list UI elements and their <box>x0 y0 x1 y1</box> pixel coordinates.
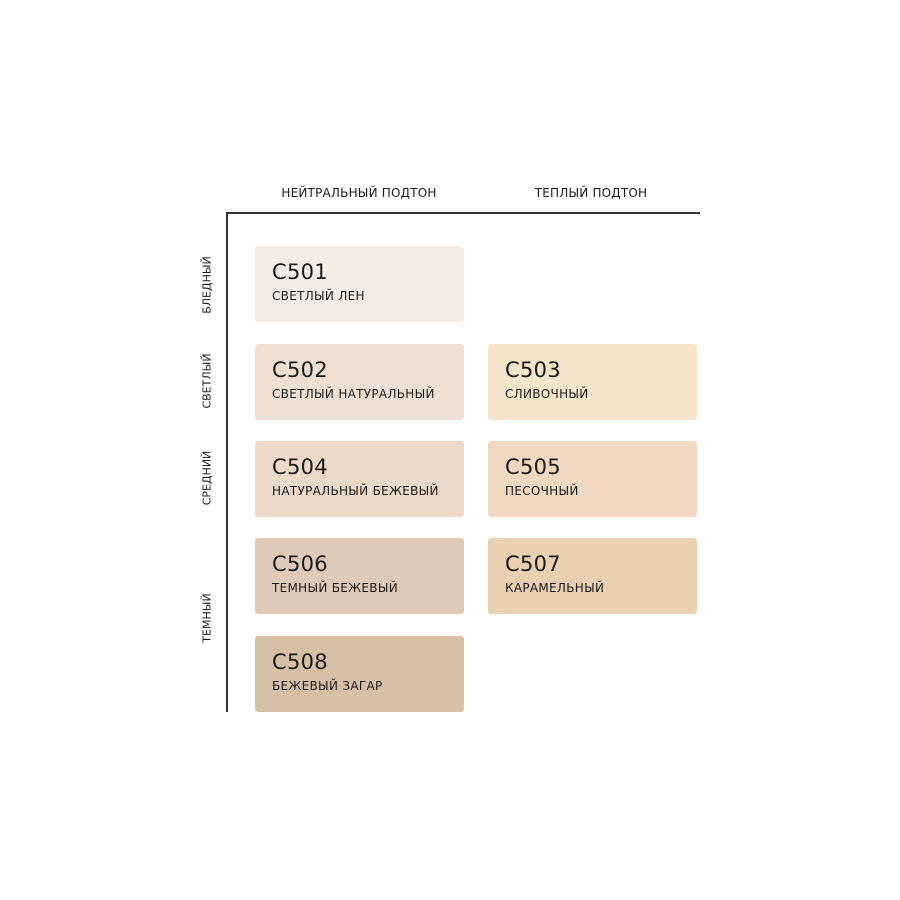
shade-card-c506: C506 ТЕМНЫЙ БЕЖЕВЫЙ <box>255 538 464 614</box>
column-header-warm: ТЕПЛЫЙ ПОДТОН <box>534 186 648 200</box>
shade-card-c505: C505 ПЕСОЧНЫЙ <box>488 441 697 517</box>
shade-card-c503: C503 СЛИВОЧНЫЙ <box>488 344 697 420</box>
row-label-light: СВЕТЛЫЙ <box>200 353 214 409</box>
shade-code: C506 <box>272 552 328 576</box>
shade-card-c508: C508 БЕЖЕВЫЙ ЗАГАР <box>255 636 464 712</box>
shade-name: БЕЖЕВЫЙ ЗАГАР <box>272 679 383 693</box>
shade-code: C505 <box>505 455 561 479</box>
shade-code: C507 <box>505 552 561 576</box>
shade-card-c501: C501 СВЕТЛЫЙ ЛЕН <box>255 246 464 322</box>
shade-code: C503 <box>505 358 561 382</box>
shade-card-c507: C507 КАРАМЕЛЬНЫЙ <box>488 538 697 614</box>
shade-name: СЛИВОЧНЫЙ <box>505 387 589 401</box>
shade-name: КАРАМЕЛЬНЫЙ <box>505 581 605 595</box>
shade-card-c504: C504 НАТУРАЛЬНЫЙ БЕЖЕВЫЙ <box>255 441 464 517</box>
shade-name: ТЕМНЫЙ БЕЖЕВЫЙ <box>272 581 398 595</box>
shade-code: C504 <box>272 455 328 479</box>
shade-card-c502: C502 СВЕТЛЫЙ НАТУРАЛЬНЫЙ <box>255 344 464 420</box>
row-label-dark: ТЕМНЫЙ <box>200 593 214 643</box>
shade-name: СВЕТЛЫЙ НАТУРАЛЬНЫЙ <box>272 387 435 401</box>
shade-code: C502 <box>272 358 328 382</box>
shade-code: C508 <box>272 650 328 674</box>
row-label-medium: СРЕДНИЙ <box>200 450 214 506</box>
shade-name: ПЕСОЧНЫЙ <box>505 484 579 498</box>
vertical-axis <box>226 212 228 712</box>
column-header-neutral: НЕЙТРАЛЬНЫЙ ПОДТОН <box>281 186 437 200</box>
shade-name: СВЕТЛЫЙ ЛЕН <box>272 289 365 303</box>
shade-name: НАТУРАЛЬНЫЙ БЕЖЕВЫЙ <box>272 484 439 498</box>
row-label-pale: БЛЕДНЫЙ <box>200 256 214 314</box>
shade-code: C501 <box>272 260 328 284</box>
horizontal-axis <box>226 212 700 214</box>
